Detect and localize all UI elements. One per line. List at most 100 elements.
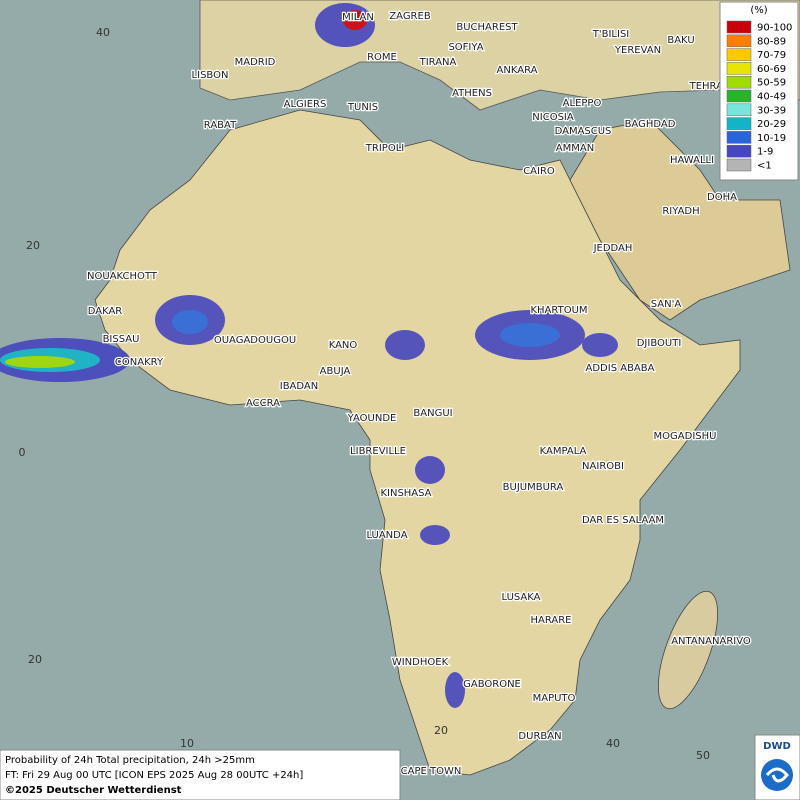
city-label: BISSAU	[103, 334, 140, 345]
city-label: ZAGREB	[389, 11, 431, 22]
city-label: DOHA	[707, 192, 737, 203]
latitude-label: 40	[96, 26, 110, 39]
city-label: TRIPOLI	[365, 143, 404, 154]
legend-label: 1-9	[757, 147, 773, 158]
city-label: DURBAN	[518, 731, 561, 742]
city-label: SAN'A	[651, 299, 682, 310]
caption-line: ©2025 Deutscher Wetterdienst	[5, 785, 182, 796]
land-africa	[94, 109, 741, 776]
city-label: TUNIS	[347, 102, 378, 113]
city-label: ALEPPO	[563, 98, 602, 109]
legend-swatch	[726, 103, 752, 117]
longitude-label: 40	[606, 737, 620, 750]
legend-swatch	[726, 62, 752, 75]
city-label: AMMAN	[556, 143, 594, 154]
city-label: KAMPALA	[540, 446, 587, 457]
madagascar	[657, 590, 719, 710]
latitude-label: 0	[19, 446, 26, 459]
city-label: ADDIS ABABA	[586, 363, 655, 374]
city-label: KINSHASA	[380, 488, 431, 499]
legend-label: 50-59	[757, 78, 786, 89]
city-label: MOGADISHU	[654, 431, 717, 442]
city-label: HAWALLI	[670, 155, 714, 166]
city-label: NOUAKCHOTT	[87, 271, 158, 282]
legend-swatch	[726, 144, 752, 158]
city-label: LUANDA	[366, 530, 407, 541]
city-label: YAOUNDE	[347, 413, 397, 424]
caption-box	[0, 749, 401, 800]
city-label: ANTANANARIVO	[671, 636, 751, 647]
city-label: ABUJA	[320, 366, 351, 377]
city-label: WINDHOEK	[392, 657, 449, 668]
legend-swatch	[726, 20, 752, 34]
city-label: RABAT	[204, 120, 237, 131]
city-label: LUSAKA	[502, 592, 541, 603]
longitude-label: 20	[434, 724, 448, 737]
city-label: RIYADH	[662, 206, 699, 217]
legend-label: 60-69	[757, 64, 786, 75]
longitude-label: 10	[180, 737, 194, 750]
longitude-label: 50	[696, 749, 710, 762]
city-label: YEREVAN	[614, 45, 661, 56]
city-label: DAKAR	[88, 306, 123, 317]
legend-swatch	[726, 48, 752, 61]
logo-swirl	[765, 767, 789, 783]
city-label: BANGUI	[413, 408, 452, 419]
legend-swatch	[726, 131, 752, 144]
city-label: ROME	[367, 52, 397, 63]
legend-label: 70-79	[757, 50, 786, 61]
city-label: IBADAN	[280, 381, 319, 392]
city-label: DAMASCUS	[555, 126, 612, 137]
legend-label: 10-19	[757, 133, 786, 144]
legend-label: 90-100	[757, 23, 792, 34]
city-label: LISBON	[192, 70, 229, 81]
legend-label: 20-29	[757, 119, 786, 130]
city-label: NICOSIA	[532, 112, 574, 123]
legend-swatch	[726, 89, 752, 103]
city-label: DJIBOUTI	[637, 338, 682, 349]
city-label: DAR ES SALAAM	[582, 515, 664, 526]
caption-line: FT: Fri 29 Aug 00 UTC [ICON EPS 2025 Aug…	[5, 770, 303, 781]
latitude-label: 20	[28, 653, 42, 666]
logo: DWD	[763, 741, 791, 752]
logo-mark	[761, 759, 793, 791]
city-label: ANKARA	[497, 65, 538, 76]
city-label: ATHENS	[452, 88, 492, 99]
legend-swatch	[726, 158, 752, 172]
city-label: JEDDAH	[593, 243, 633, 254]
city-label: CAPE TOWN	[401, 766, 462, 777]
city-label: SOFIYA	[448, 42, 483, 53]
legend: (%) 90-100 80-89 70-79 60-69 50-59 40-49 30-39…	[719, 1, 799, 181]
precipitation	[0, 3, 618, 708]
city-label: BUCHAREST	[456, 22, 518, 33]
city-label: LIBREVILLE	[350, 446, 406, 457]
city-label: TIRANA	[419, 57, 457, 68]
city-label: ALGIERS	[284, 99, 327, 110]
legend-label: 40-49	[757, 92, 786, 103]
legend-label: 30-39	[757, 105, 786, 116]
city-label: CAIRO	[523, 166, 555, 177]
city-label: CONAKRY	[115, 357, 164, 368]
legend-label: <1	[757, 161, 772, 172]
city-label: KANO	[329, 340, 358, 351]
city-label: NAIROBI	[582, 461, 624, 472]
latitude-label: 20	[26, 239, 40, 252]
city-label: BUJUMBURA	[503, 482, 564, 493]
city-label: ACCRA	[246, 398, 280, 409]
caption-line: Probability of 24h Total precipitation, …	[5, 755, 255, 766]
city-label: T'BILISI	[592, 29, 629, 40]
city-label: GABORONE	[463, 679, 521, 690]
city-label: MADRID	[235, 57, 276, 68]
city-label: MILAN	[342, 12, 374, 23]
legend-swatch	[726, 75, 752, 89]
city-label: OUAGADOUGOU	[214, 335, 296, 346]
legend-label: 80-89	[757, 36, 786, 47]
city-label: BAGHDAD	[625, 119, 676, 130]
city-label: BAKU	[667, 35, 694, 46]
city-label: MAPUTO	[533, 693, 576, 704]
legend-unit: (%)	[750, 5, 767, 16]
land-arabia	[569, 119, 791, 321]
city-label: KHARTOUM	[530, 305, 587, 316]
legend-swatch	[726, 117, 752, 130]
